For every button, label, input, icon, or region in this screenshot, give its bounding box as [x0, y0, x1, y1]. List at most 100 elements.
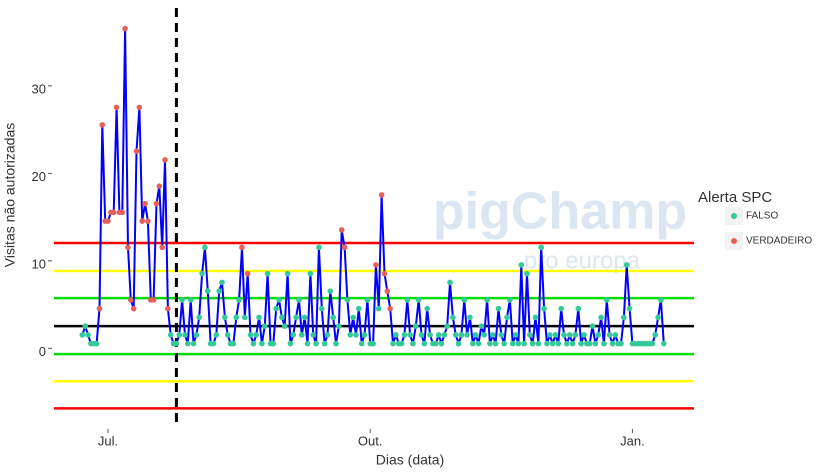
- data-point: [264, 270, 271, 277]
- data-point: [259, 340, 265, 347]
- data-point: [330, 314, 336, 321]
- data-point: [401, 332, 408, 338]
- data-point: [612, 332, 619, 338]
- data-point: [623, 262, 630, 268]
- y-tick-label: 30: [32, 81, 46, 96]
- y-axis-title: Visitas não autorizadas: [2, 123, 18, 268]
- data-point: [507, 297, 513, 303]
- data-point: [79, 332, 86, 338]
- x-tick-label: Jul.: [98, 433, 118, 448]
- data-point: [450, 314, 456, 321]
- data-point: [142, 200, 148, 207]
- data-point: [492, 340, 499, 347]
- data-point: [535, 340, 542, 347]
- data-point: [358, 340, 365, 347]
- data-point: [375, 305, 382, 312]
- data-point: [566, 332, 573, 338]
- data-point: [136, 104, 143, 111]
- data-point: [82, 323, 89, 329]
- data-point: [230, 340, 237, 347]
- data-point: [287, 340, 294, 347]
- data-point: [318, 305, 325, 312]
- data-point: [569, 340, 576, 347]
- data-point: [381, 270, 388, 277]
- data-point: [561, 332, 567, 338]
- data-point: [495, 305, 502, 312]
- data-point: [307, 270, 314, 277]
- data-point: [125, 244, 131, 251]
- data-point: [489, 332, 496, 338]
- data-point: [407, 332, 413, 338]
- data-point: [458, 332, 465, 338]
- data-point: [472, 332, 479, 338]
- data-point: [618, 340, 624, 347]
- data-point: [418, 332, 425, 338]
- data-point: [529, 340, 536, 347]
- data-point: [378, 192, 385, 198]
- data-point: [139, 218, 146, 224]
- data-point: [290, 332, 297, 338]
- data-point: [373, 262, 379, 268]
- data-point: [621, 314, 627, 321]
- data-point: [413, 323, 419, 329]
- data-point: [253, 332, 260, 338]
- data-point: [122, 25, 128, 32]
- data-point: [481, 332, 488, 338]
- data-point: [256, 314, 262, 321]
- data-point: [484, 297, 490, 303]
- data-point: [119, 209, 126, 216]
- x-tick-label: Jan.: [620, 433, 645, 448]
- data-point: [210, 340, 217, 347]
- data-point: [133, 148, 140, 154]
- data-point: [538, 244, 545, 251]
- data-point: [165, 305, 171, 312]
- data-point: [467, 314, 473, 321]
- y-tick-label: 20: [32, 169, 46, 184]
- data-point: [344, 297, 351, 303]
- data-point: [113, 104, 120, 111]
- data-point: [321, 340, 328, 347]
- data-point: [432, 340, 439, 347]
- data-point: [296, 297, 302, 303]
- legend-label: VERDADEIRO: [746, 236, 812, 247]
- data-point: [233, 314, 240, 321]
- legend-title: Alerta SPC: [698, 189, 772, 206]
- data-point: [626, 305, 633, 312]
- data-point: [193, 332, 200, 338]
- data-point: [244, 270, 251, 277]
- data-point: [564, 340, 570, 347]
- data-point: [293, 314, 299, 321]
- data-point: [128, 297, 134, 303]
- data-point: [452, 332, 459, 338]
- data-point: [85, 332, 91, 338]
- data-point: [153, 200, 160, 207]
- data-point: [93, 340, 100, 347]
- data-point: [478, 323, 485, 329]
- data-point: [204, 288, 211, 294]
- data-point: [99, 122, 106, 128]
- data-point: [447, 279, 453, 286]
- data-point: [110, 209, 117, 216]
- data-point: [353, 332, 359, 338]
- data-point: [575, 305, 582, 312]
- data-point: [518, 262, 525, 268]
- data-point: [341, 244, 348, 251]
- data-point: [609, 340, 616, 347]
- data-point: [242, 314, 248, 321]
- data-point: [515, 340, 522, 347]
- data-point: [598, 314, 604, 321]
- data-point: [390, 340, 396, 347]
- legend-label: FALSO: [746, 211, 778, 222]
- data-point: [190, 340, 197, 347]
- data-point: [527, 332, 533, 338]
- x-tick-label: Out.: [358, 433, 383, 448]
- data-point: [356, 305, 362, 312]
- data-point: [222, 314, 228, 321]
- data-point: [150, 297, 157, 303]
- data-point: [444, 323, 450, 329]
- y-tick-label: 0: [39, 344, 46, 359]
- data-point: [581, 332, 587, 338]
- data-point: [415, 297, 422, 303]
- data-point: [185, 340, 191, 347]
